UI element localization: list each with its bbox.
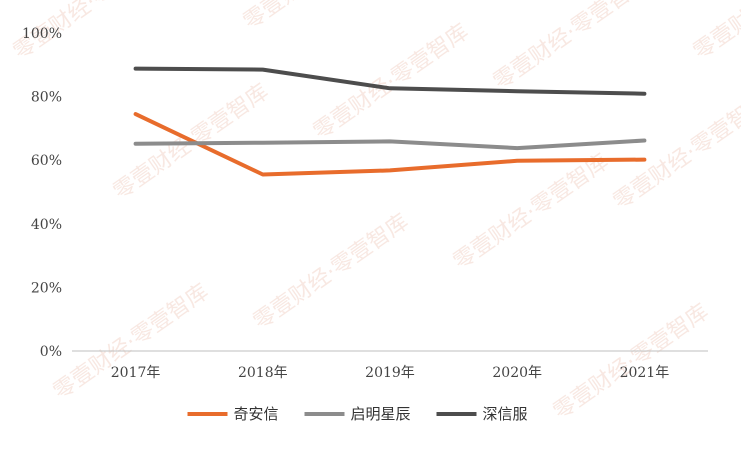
legend-label: 奇安信 (234, 405, 279, 423)
x-tick-label: 2018年 (238, 365, 288, 381)
watermark-text: 零壹财经·零壹智库 (689, 0, 741, 65)
watermark-text: 零壹财经·零壹智库 (249, 209, 413, 334)
x-tick-label: 2021年 (620, 365, 670, 381)
series-line-1 (133, 112, 647, 177)
x-tick-label: 2017年 (111, 365, 161, 381)
watermark-text: 零壹财经·零壹智库 (489, 0, 653, 95)
y-tick-label: 80% (31, 90, 62, 106)
y-tick-label: 60% (31, 153, 62, 169)
x-tick-label: 2020年 (492, 365, 542, 381)
watermark-text: 零壹财经·零壹智库 (49, 279, 213, 404)
x-axis-ticks: 2017年 2018年 2019年 2020年 2021年 (111, 365, 669, 381)
watermark-text: 零壹财经·零壹智库 (449, 149, 613, 274)
x-tick-label: 2019年 (365, 365, 415, 381)
watermark-text: 零壹财经·零壹智库 (309, 19, 473, 144)
watermark-text: 零壹财经·零壹智库 (609, 89, 741, 214)
y-tick-label: 40% (31, 217, 62, 233)
series-line-2 (133, 138, 647, 151)
y-tick-label: 0% (40, 344, 62, 360)
y-tick-label: 100% (22, 26, 62, 42)
y-axis-ticks: 0% 20% 40% 60% 80% 100% (22, 26, 62, 360)
legend-label: 深信服 (483, 405, 528, 423)
legend-label: 启明星辰 (351, 405, 411, 423)
watermark-text: 零壹财经·零壹智库 (239, 0, 403, 35)
series-layer (133, 66, 647, 177)
series-line-3 (133, 66, 647, 96)
watermark-text: 零壹财经·零壹智库 (549, 299, 713, 424)
y-tick-label: 20% (31, 280, 62, 296)
legend: 奇安信 启明星辰 深信服 (187, 405, 528, 423)
